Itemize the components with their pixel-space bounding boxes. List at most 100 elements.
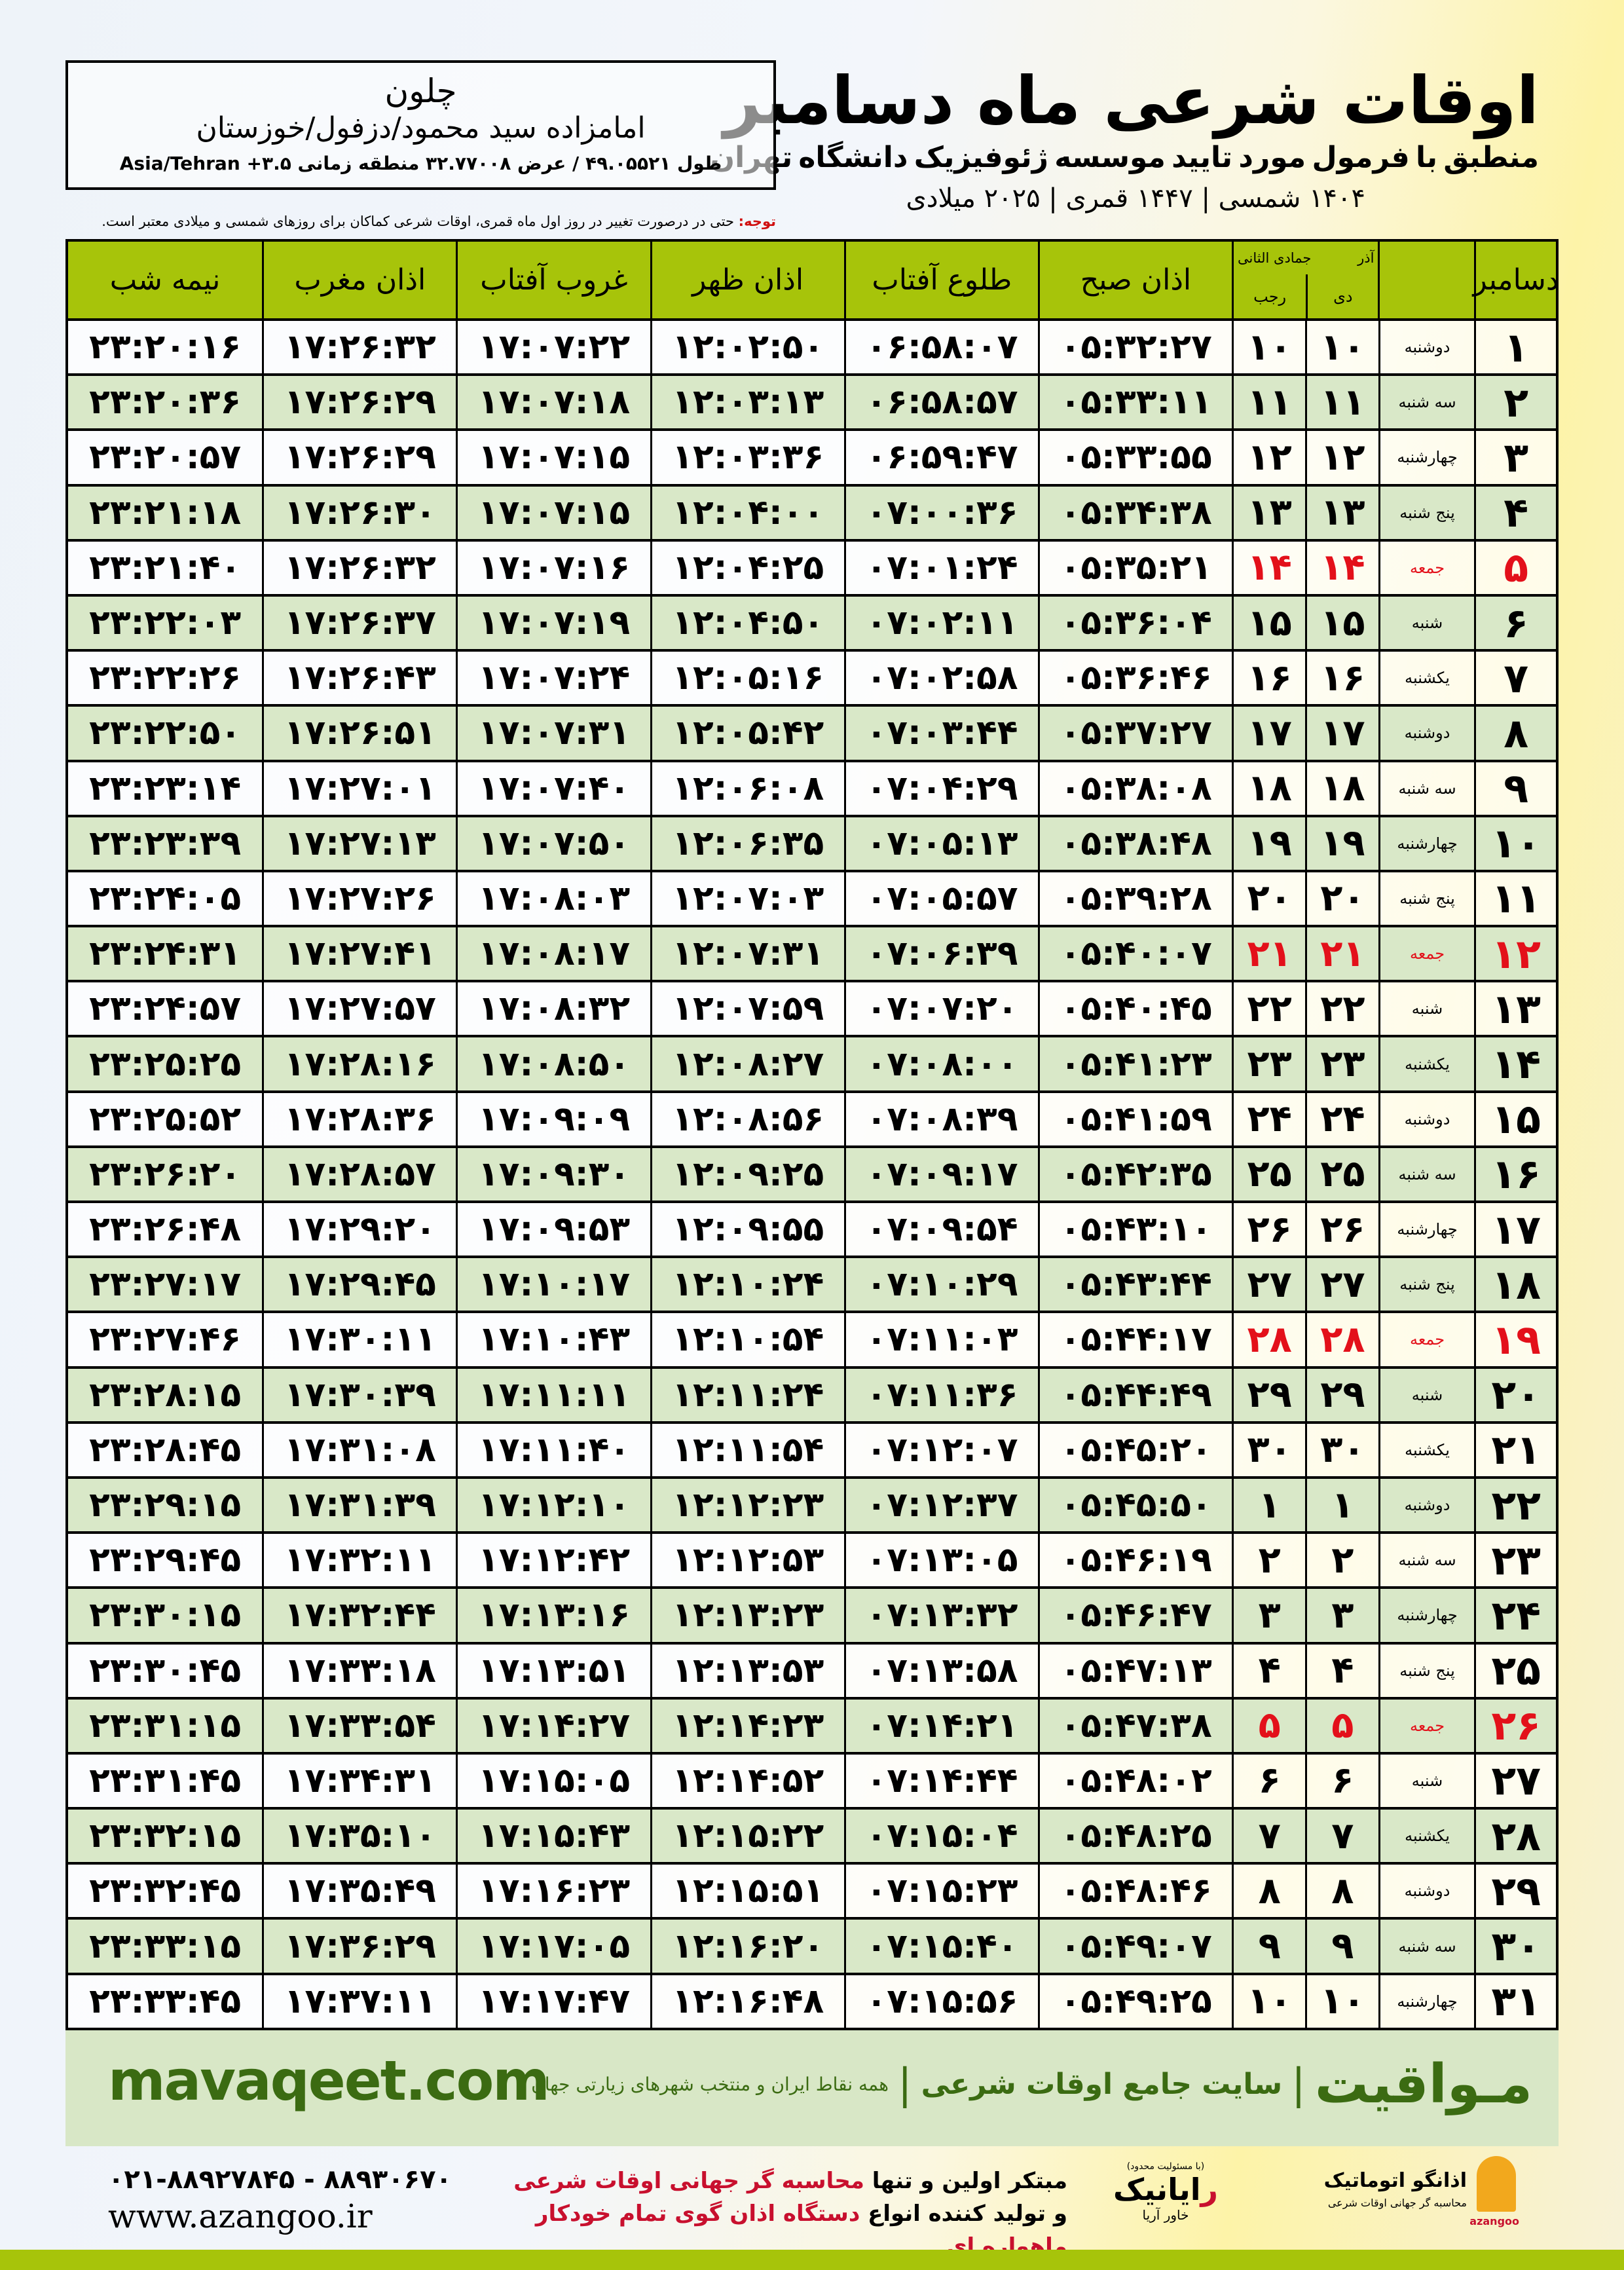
maghrib: ۱۷:۲۸:۱۶ xyxy=(262,1037,456,1090)
footer-band xyxy=(65,2030,1559,2146)
dhuhr: ۱۲:۰۹:۲۵ xyxy=(650,1147,844,1200)
shamsi-day: ۱۱ xyxy=(1305,376,1378,429)
day-number: ۲۶ xyxy=(1474,1699,1556,1752)
weekday: شنبه xyxy=(1378,596,1475,650)
sunrise: ۰۶:۵۹:۴۷ xyxy=(843,431,1038,484)
fajr: ۰۵:۴۸:۴۶ xyxy=(1038,1865,1232,1918)
logo-main: اذانگو اتوماتیک xyxy=(1323,2169,1467,2192)
location-box: چلون امامزاده سید محمود/دزفول/خوزستان طو… xyxy=(65,60,776,190)
weekday: دوشنبه xyxy=(1378,1092,1475,1145)
qamari-day: ۱۰ xyxy=(1232,1975,1305,2028)
qamari-day: ۲۸ xyxy=(1232,1313,1305,1366)
rayanik-logo: (با مسئولیت محدود) رایانیک خاور آریا xyxy=(1090,2161,1241,2223)
col-dhuhr: اذان ظهر xyxy=(650,242,844,318)
qamari-day: ۹ xyxy=(1232,1920,1305,1973)
sunrise: ۰۷:۰۵:۱۳ xyxy=(843,817,1038,870)
col-calendars-top: آذر جمادی الثانی xyxy=(1234,242,1378,274)
bottom-bar xyxy=(0,2250,1624,2270)
sunrise: ۰۷:۱۴:۴۴ xyxy=(843,1754,1038,1808)
col-shamsi-bottom: دی xyxy=(1306,274,1378,318)
table-row: ۵ جمعه ۱۴ ۱۴ ۰۵:۳۵:۲۱ ۰۷:۰۱:۲۴ ۱۲:۰۴:۲۵ ۱۷:۰۷:۱… xyxy=(68,538,1556,594)
shamsi-day: ۲۴ xyxy=(1305,1092,1378,1145)
maghrib: ۱۷:۳۰:۳۹ xyxy=(262,1368,456,1421)
sunset: ۱۷:۱۵:۰۵ xyxy=(456,1754,650,1808)
day-number: ۲۹ xyxy=(1474,1865,1556,1918)
dhuhr: ۱۲:۰۴:۵۰ xyxy=(650,596,844,650)
fajr: ۰۵:۳۶:۰۴ xyxy=(1038,596,1232,650)
sunset: ۱۷:۰۷:۴۰ xyxy=(456,762,650,815)
dhuhr: ۱۲:۰۲:۵۰ xyxy=(650,321,844,374)
ad-line2-highlight: دستگاه اذان گوی تمام خودکار ماهواره ای xyxy=(535,2201,1067,2260)
table-row: ۲۷ شنبه ۶ ۶ ۰۵:۴۸:۰۲ ۰۷:۱۴:۴۴ ۱۲:۱۴:۵۲ ۱۷:۱۵:۰۵… xyxy=(68,1751,1556,1808)
day-number: ۲۰ xyxy=(1474,1368,1556,1421)
qamari-day: ۱۹ xyxy=(1232,817,1305,870)
sunset: ۱۷:۱۰:۴۳ xyxy=(456,1313,650,1366)
table-row: ۱۹ جمعه ۲۸ ۲۸ ۰۵:۴۴:۱۷ ۰۷:۱۱:۰۳ ۱۲:۱۰:۵۴ ۱۷:۱۰:… xyxy=(68,1311,1556,1366)
sunset: ۱۷:۱۷:۰۵ xyxy=(456,1920,650,1973)
dhuhr: ۱۲:۰۵:۱۶ xyxy=(650,652,844,705)
brand: مـواقیت | سایت جامع اوقات شرعی | همه نقا… xyxy=(531,2053,1532,2115)
qamari-day: ۲۴ xyxy=(1232,1092,1305,1145)
midnight: ۲۳:۲۰:۵۷ xyxy=(89,437,242,477)
logo-main: رایانیک xyxy=(1090,2172,1241,2207)
maghrib: ۱۷:۲۷:۴۱ xyxy=(262,927,456,980)
dhuhr: ۱۲:۰۳:۳۶ xyxy=(650,431,844,484)
sunrise: ۰۷:۰۳:۴۴ xyxy=(843,707,1038,760)
qamari-day: ۱۰ xyxy=(1232,321,1305,374)
qamari-day: ۵ xyxy=(1232,1699,1305,1752)
table-row: ۱۷ چهارشنبه ۲۶ ۲۶ ۰۵:۴۳:۱۰ ۰۷:۰۹:۵۴ ۱۲:۰۹:۵۵ ۱۷… xyxy=(68,1200,1556,1256)
fajr: ۰۵:۳۸:۰۸ xyxy=(1038,762,1232,815)
dhuhr: ۱۲:۱۳:۲۳ xyxy=(650,1589,844,1642)
midnight: ۲۳:۳۳:۱۵ xyxy=(89,1926,242,1966)
note: توجه: حتی در درصورت تغییر در روز اول ماه… xyxy=(65,214,776,229)
midnight: ۲۳:۲۸:۴۵ xyxy=(89,1430,242,1470)
qamari-day: ۳۰ xyxy=(1232,1423,1305,1476)
maghrib: ۱۷:۲۸:۵۷ xyxy=(262,1147,456,1200)
midnight: ۲۳:۲۲:۰۳ xyxy=(89,603,242,643)
azangoo-url[interactable]: www.azangoo.ir xyxy=(108,2197,373,2235)
shamsi-day: ۲۹ xyxy=(1305,1368,1378,1421)
weekday: چهارشنبه xyxy=(1378,431,1475,484)
day-number: ۱۲ xyxy=(1474,927,1556,980)
table-row: ۳۱ چهارشنبه ۱۰ ۱۰ ۰۵:۴۹:۲۵ ۰۷:۱۵:۵۶ ۱۲:۱۶:۴۸ ۱۷… xyxy=(68,1972,1556,2028)
sunset: ۱۷:۱۴:۲۷ xyxy=(456,1699,650,1752)
day-number: ۲۴ xyxy=(1474,1589,1556,1642)
table-row: ۲۱ یکشنبه ۳۰ ۳۰ ۰۵:۴۵:۲۰ ۰۷:۱۲:۰۷ ۱۲:۱۱:۵۴ ۱۷:۱… xyxy=(68,1421,1556,1476)
sunrise: ۰۷:۰۲:۵۸ xyxy=(843,652,1038,705)
day-number: ۱۴ xyxy=(1474,1037,1556,1090)
shamsi-day: ۳ xyxy=(1305,1589,1378,1642)
shamsi-day: ۱۹ xyxy=(1305,817,1378,870)
table-row: ۱۲ جمعه ۲۱ ۲۱ ۰۵:۴۰:۰۷ ۰۷:۰۶:۳۹ ۱۲:۰۷:۳۱ ۱۷:۰۸:… xyxy=(68,925,1556,980)
maghrib: ۱۷:۳۳:۵۴ xyxy=(262,1699,456,1752)
midnight: ۲۳:۲۲:۵۰ xyxy=(89,713,242,753)
shamsi-day: ۷ xyxy=(1305,1810,1378,1863)
site-url[interactable]: mavaqeet.com xyxy=(108,2049,550,2113)
midnight: ۲۳:۲۰:۳۶ xyxy=(89,382,242,422)
sunrise: ۰۷:۱۳:۰۵ xyxy=(843,1534,1038,1587)
sunset: ۱۷:۰۷:۱۵ xyxy=(456,486,650,539)
shamsi-day: ۲۰ xyxy=(1305,872,1378,925)
weekday: جمعه xyxy=(1378,1699,1475,1752)
weekday: چهارشنبه xyxy=(1378,1203,1475,1256)
col-fajr: اذان صبح xyxy=(1037,242,1232,318)
fajr: ۰۵:۴۷:۱۳ xyxy=(1038,1644,1232,1697)
dhuhr: ۱۲:۱۶:۲۰ xyxy=(650,1920,844,1973)
divider: | xyxy=(898,2060,912,2109)
dhuhr: ۱۲:۰۷:۰۳ xyxy=(650,872,844,925)
sunrise: ۰۷:۱۴:۲۱ xyxy=(843,1699,1038,1752)
shamsi-day: ۶ xyxy=(1305,1754,1378,1808)
fajr: ۰۵:۳۵:۲۱ xyxy=(1038,541,1232,594)
dhuhr: ۱۲:۱۲:۵۳ xyxy=(650,1534,844,1587)
sunrise: ۰۷:۱۱:۳۶ xyxy=(843,1368,1038,1421)
day-number: ۱۰ xyxy=(1474,817,1556,870)
midnight: ۲۳:۲۷:۱۷ xyxy=(89,1265,242,1305)
ad-line1: مبتکر اولین و تنها xyxy=(864,2168,1067,2194)
brand-tagline: سایت جامع اوقات شرعی xyxy=(921,2068,1283,2101)
sunrise: ۰۷:۱۵:۴۰ xyxy=(843,1920,1038,1973)
sunset: ۱۷:۱۷:۴۷ xyxy=(456,1975,650,2028)
maghrib: ۱۷:۲۶:۴۳ xyxy=(262,652,456,705)
sunset: ۱۷:۰۸:۵۰ xyxy=(456,1037,650,1090)
shamsi-day: ۲۱ xyxy=(1305,927,1378,980)
dhuhr: ۱۲:۱۱:۲۴ xyxy=(650,1368,844,1421)
maghrib: ۱۷:۳۲:۱۱ xyxy=(262,1534,456,1587)
